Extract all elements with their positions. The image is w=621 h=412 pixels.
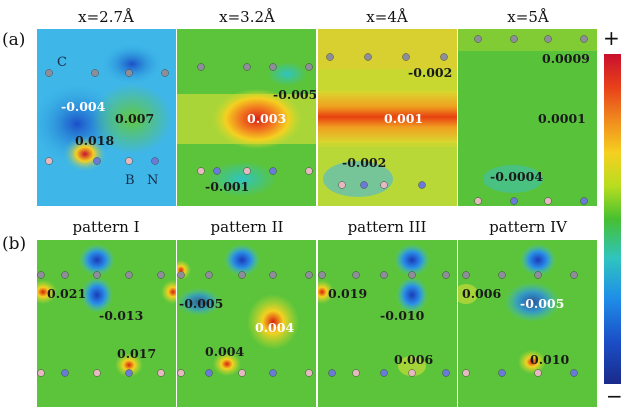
row-b-label: (b)	[2, 234, 26, 254]
panel-a4-title: x=5Å	[507, 8, 548, 26]
panel-a1-value-1: -0.004	[61, 99, 105, 114]
panel-b2-value-3: 0.004	[205, 344, 244, 359]
panel-a1-value-2: 0.007	[115, 111, 154, 126]
panel-b1-value-2: -0.013	[99, 308, 143, 323]
atom-label-c: C	[57, 55, 67, 70]
panel-b1-value-1: 0.021	[47, 286, 86, 301]
colorbar	[604, 54, 621, 384]
panel-b2-map	[177, 240, 316, 407]
panel-b4: 0.006 -0.005 0.010	[458, 240, 597, 407]
panel-b1-map	[37, 240, 176, 407]
panel-a4: 0.0009 0.0001 -0.0004	[458, 29, 597, 206]
panel-b3-value-1: 0.019	[328, 286, 367, 301]
panel-a4-value-3: -0.0004	[490, 169, 543, 184]
panel-a1-title: x=2.7Å	[78, 8, 134, 26]
atom-label-n: N	[147, 173, 158, 188]
panel-b3-title: pattern III	[348, 218, 427, 236]
panel-b4-value-3: 0.010	[530, 352, 569, 367]
panel-a2-title: x=3.2Å	[219, 8, 275, 26]
colorbar-max-label: +	[603, 26, 620, 50]
panel-a3-value-3: -0.002	[342, 155, 386, 170]
row-a-label: (a)	[2, 30, 25, 50]
panel-b4-map	[458, 240, 597, 407]
panel-b3: 0.019 -0.010 0.006	[318, 240, 457, 407]
panel-b3-value-3: 0.006	[394, 352, 433, 367]
panel-a2: -0.005 0.003 -0.001	[177, 29, 316, 206]
panel-a2-value-2: 0.003	[247, 111, 286, 126]
panel-b1-title: pattern I	[72, 218, 139, 236]
panel-b2-title: pattern II	[211, 218, 284, 236]
panel-a2-value-3: -0.001	[205, 179, 249, 194]
panel-b1: 0.021 -0.013 0.017	[37, 240, 176, 407]
panel-b2-value-2: 0.004	[255, 320, 294, 335]
panel-a3: -0.002 0.001 -0.002	[318, 29, 457, 206]
panel-a3-value-1: -0.002	[408, 65, 452, 80]
panel-a1-value-3: 0.018	[75, 133, 114, 148]
panel-a4-value-1: 0.0009	[542, 51, 590, 66]
atom-label-b: B	[125, 173, 135, 188]
panel-b4-value-1: 0.006	[462, 286, 501, 301]
panel-b1-value-3: 0.017	[117, 346, 156, 361]
panel-b3-value-2: -0.010	[380, 308, 424, 323]
panel-a1: C B N -0.004 0.007 0.018	[37, 29, 176, 206]
panel-a3-value-2: 0.001	[384, 111, 423, 126]
panel-a4-value-2: 0.0001	[538, 111, 586, 126]
panel-a2-value-1: -0.005	[273, 87, 316, 102]
panel-b4-value-2: -0.005	[520, 296, 564, 311]
panel-b4-title: pattern IV	[489, 218, 567, 236]
panel-a3-title: x=4Å	[366, 8, 407, 26]
panel-b2: -0.005 0.004 0.004	[177, 240, 316, 407]
panel-b3-map	[318, 240, 457, 407]
panel-b2-value-1: -0.005	[179, 296, 223, 311]
colorbar-min-label: −	[606, 384, 621, 408]
